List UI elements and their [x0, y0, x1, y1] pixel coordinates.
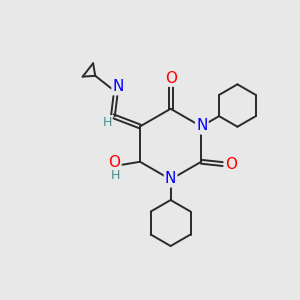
- Text: O: O: [165, 71, 177, 86]
- Text: N: N: [112, 79, 124, 94]
- Text: O: O: [225, 157, 237, 172]
- Text: N: N: [165, 171, 176, 186]
- Text: N: N: [196, 118, 208, 134]
- Text: H: H: [102, 116, 112, 129]
- Text: O: O: [108, 155, 120, 170]
- Text: H: H: [111, 169, 121, 182]
